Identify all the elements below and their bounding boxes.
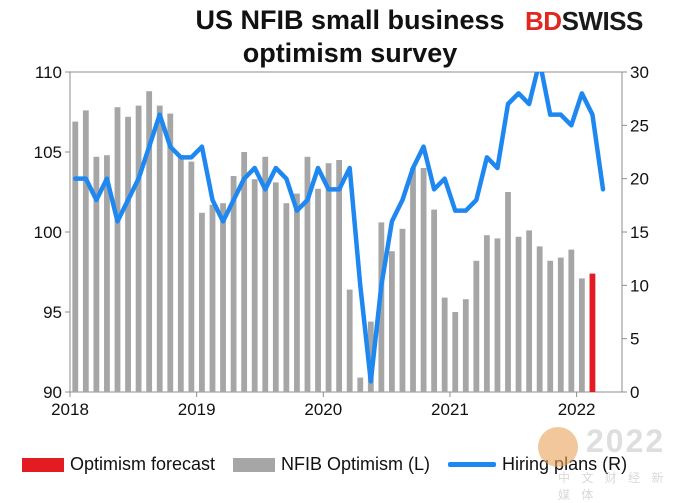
bar-optimism (72, 121, 79, 392)
legend-item-optimism: NFIB Optimism (L) (233, 454, 430, 475)
legend-label-forecast: Optimism forecast (70, 454, 216, 474)
bar-optimism (199, 212, 205, 392)
x-axis-tick-label: 2022 (558, 400, 596, 419)
x-axis-tick-label: 2018 (51, 400, 89, 419)
bar-optimism (336, 160, 343, 392)
bar-optimism (526, 230, 533, 392)
brand-logo: BDSWISS (525, 6, 643, 37)
bar-optimism (167, 113, 174, 392)
line-hiring-plans (73, 72, 606, 384)
bar-optimism (462, 299, 469, 392)
legend-swatch-optimism (233, 457, 276, 472)
bar-optimism (283, 203, 290, 392)
brand-logo-prefix: BD (525, 6, 562, 36)
bar-optimism (114, 107, 121, 392)
bar-optimism (568, 249, 575, 392)
chart-title: US NFIB small business optimism survey (150, 4, 550, 70)
right-axis-tick-label: 10 (630, 276, 649, 295)
bar-optimism (515, 236, 522, 392)
watermark-logo-icon (538, 427, 578, 467)
left-axis-tick-label: 100 (34, 223, 62, 242)
bar-optimism (399, 228, 406, 392)
bar-optimism (135, 105, 142, 392)
bar-optimism (547, 260, 554, 392)
x-axis-tick-label: 2019 (178, 400, 216, 419)
bar-optimism (209, 204, 216, 392)
bar-series (72, 91, 596, 393)
bar-optimism (220, 203, 226, 392)
watermark-subtext: 中 文 财 经 新 媒 体 (558, 471, 668, 502)
right-axis-tick-label: 25 (630, 116, 649, 135)
bar-optimism (272, 182, 279, 392)
legend-item-forecast: Optimism forecast (22, 454, 215, 475)
bar-optimism (536, 246, 543, 392)
bar-optimism (251, 179, 258, 392)
bar-optimism (473, 260, 480, 392)
bar-optimism (346, 289, 353, 392)
left-axis-tick-label: 95 (43, 303, 62, 322)
line-series (73, 72, 606, 384)
bar-optimism (484, 235, 490, 392)
bar-optimism (410, 168, 416, 392)
right-axis-tick-label: 0 (630, 383, 639, 402)
bar-forecast (589, 273, 596, 392)
bar-optimism (389, 251, 395, 392)
right-axis-tick-label: 5 (630, 330, 639, 349)
bar-optimism (441, 297, 448, 392)
right-axis-tick-label: 30 (630, 63, 649, 82)
bar-optimism (578, 278, 585, 392)
brand-logo-rest: SWISS (561, 6, 644, 36)
bar-optimism (420, 168, 427, 392)
chart-title-line-1: US NFIB small business (195, 5, 505, 35)
left-axis-tick-label: 110 (35, 63, 62, 82)
bar-optimism (294, 193, 300, 392)
bar-optimism (156, 105, 163, 392)
bar-optimism (125, 116, 131, 393)
legend-swatch-forecast (22, 457, 64, 472)
bar-optimism (494, 238, 501, 392)
bar-optimism (146, 91, 153, 392)
bar-optimism (357, 377, 364, 392)
bar-optimism (241, 152, 248, 392)
bar-optimism (315, 188, 321, 392)
bar-optimism (262, 156, 269, 392)
bar-optimism (177, 155, 184, 392)
watermark: 2022 中 文 财 经 新 媒 体 (538, 423, 688, 502)
axes: 90 95 100 105 110 0 5 10 15 20 25 30 2018 2019 2020 202… (34, 63, 649, 419)
bar-optimism (304, 156, 311, 392)
watermark-text: 2022 (586, 423, 666, 459)
bar-optimism (104, 155, 110, 392)
legend-swatch-hiring (448, 462, 497, 467)
bar-optimism (452, 312, 459, 392)
right-axis-tick-label: 15 (630, 223, 649, 242)
bar-optimism (93, 156, 100, 392)
x-axis-tick-label: 2020 (304, 400, 342, 419)
left-axis-tick-label: 105 (34, 143, 62, 162)
bar-optimism (378, 222, 385, 392)
right-axis-tick-label: 20 (630, 170, 649, 189)
left-axis-tick-label: 90 (43, 383, 62, 402)
x-axis-tick-label: 2021 (431, 400, 469, 419)
bar-optimism (367, 321, 374, 392)
bar-optimism (230, 176, 237, 392)
bar-optimism (82, 110, 89, 393)
bar-optimism (557, 257, 564, 392)
bar-optimism (505, 192, 511, 392)
bar-optimism (325, 163, 332, 392)
bar-optimism (431, 209, 438, 392)
legend-label-optimism: NFIB Optimism (L) (281, 454, 431, 474)
chart-title-line-2: optimism survey (242, 38, 458, 68)
bar-optimism (188, 161, 195, 392)
